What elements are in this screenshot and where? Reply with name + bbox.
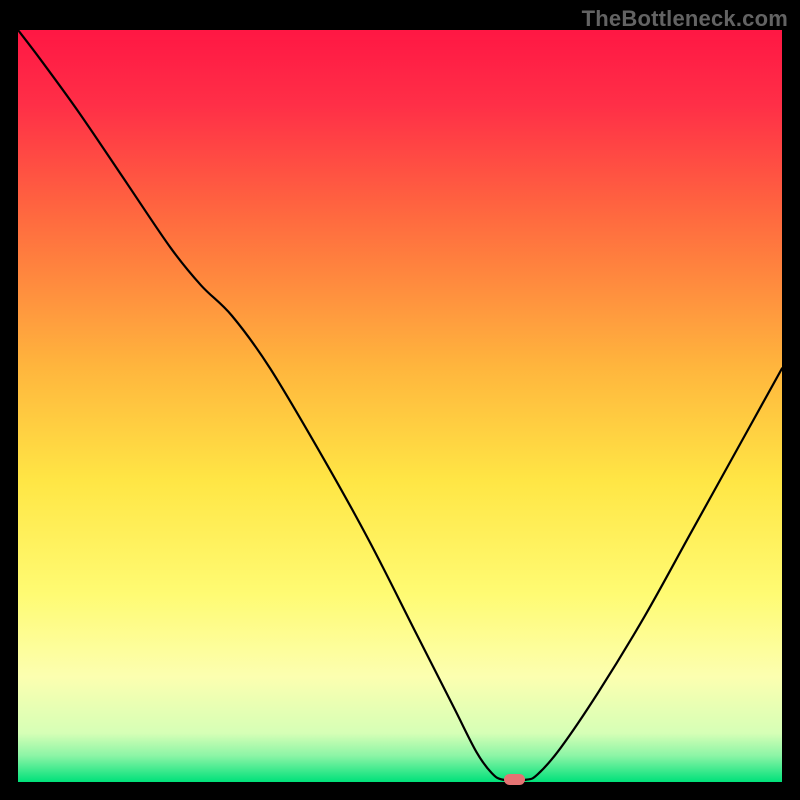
chart-svg: [18, 30, 782, 782]
gradient-background: [18, 30, 782, 782]
plot-area: [18, 30, 782, 782]
optimum-marker: [504, 774, 525, 785]
chart-frame: TheBottleneck.com: [0, 0, 800, 800]
watermark-text: TheBottleneck.com: [582, 6, 788, 32]
